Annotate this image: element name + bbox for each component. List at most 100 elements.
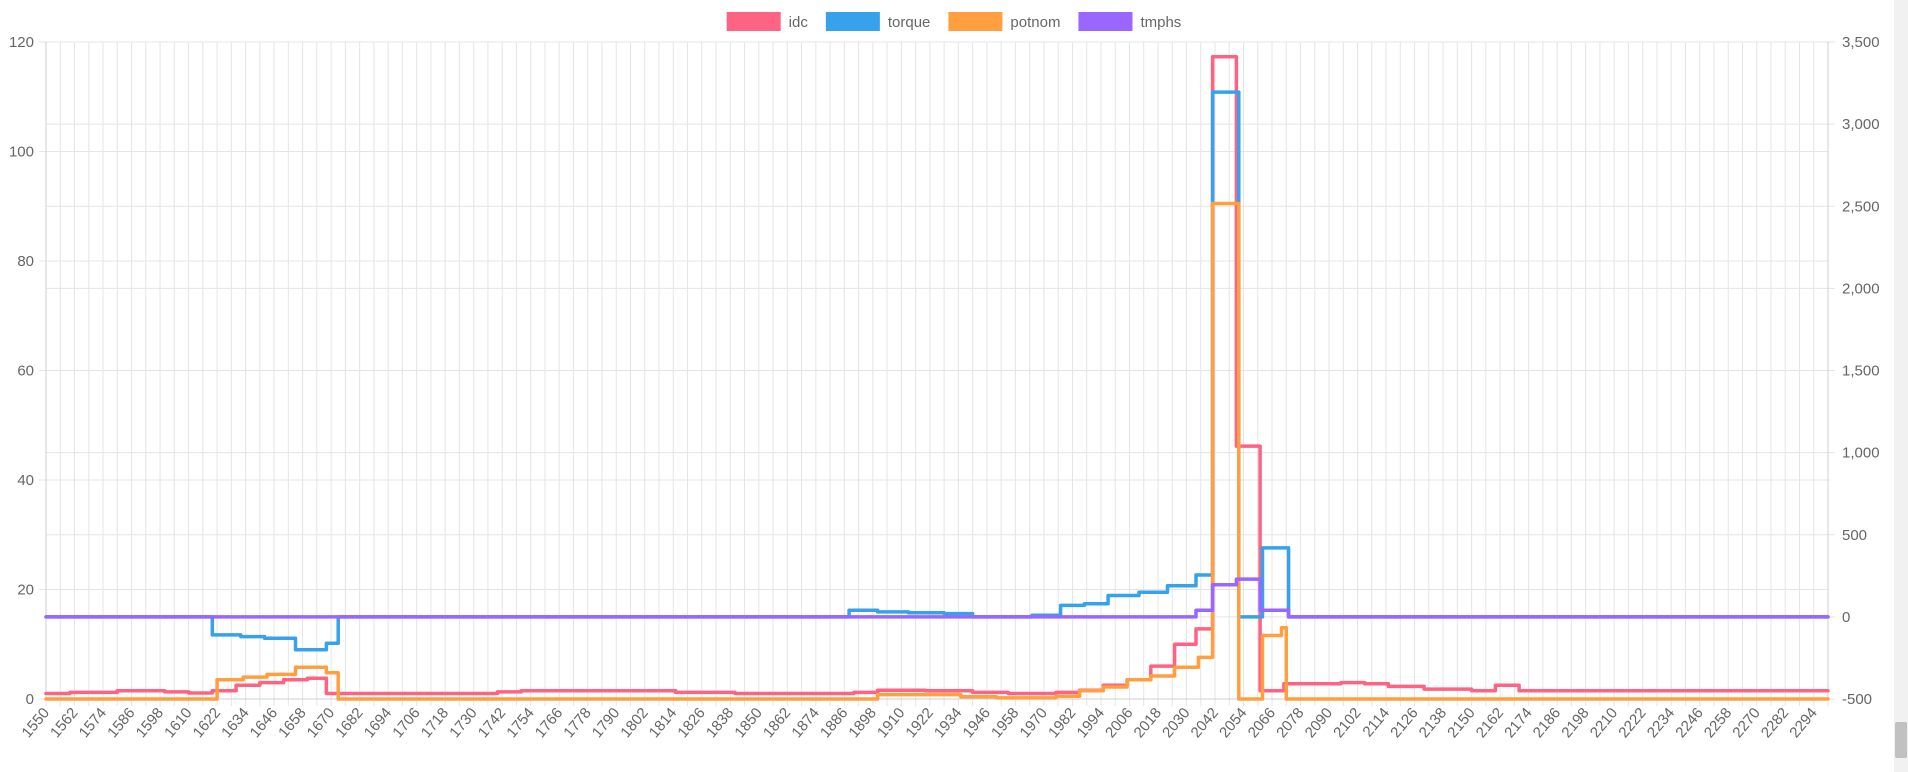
legend-swatch: [726, 12, 781, 31]
x-tick-label: 1898: [845, 705, 879, 741]
x-axis: 1550156215741586159816101622163416461658…: [19, 705, 1821, 741]
scrollbar-thumb[interactable]: [1895, 722, 1907, 758]
y-axis-left: 0 20 40 60 80 100 120: [9, 34, 34, 708]
x-tick-label: 1850: [731, 705, 765, 741]
x-tick-label: 1826: [674, 705, 708, 741]
x-tick-label: 2186: [1530, 705, 1564, 741]
y-left-tick-label: 60: [17, 363, 34, 380]
x-tick-label: 2018: [1131, 705, 1165, 741]
x-tick-label: 1682: [332, 705, 366, 741]
y-left-tick-label: 120: [9, 34, 34, 51]
legend-item-idc[interactable]: idc: [726, 12, 809, 31]
x-tick-label: 2174: [1501, 705, 1535, 741]
x-tick-label: 1646: [247, 705, 281, 741]
x-tick-label: 1766: [532, 705, 566, 741]
x-tick-label: 2078: [1273, 705, 1307, 741]
x-tick-label: 2294: [1786, 705, 1820, 741]
x-tick-label: 1550: [19, 705, 53, 741]
legend-label: idc: [789, 14, 809, 31]
x-tick-label: 1934: [931, 705, 965, 741]
x-tick-label: 1598: [133, 705, 167, 741]
legend-item-potnom[interactable]: potnom: [948, 12, 1060, 31]
x-tick-label: 2006: [1102, 705, 1136, 741]
y-right-tick-label: 3,000: [1842, 116, 1880, 133]
chart-grid: [39, 41, 1835, 706]
x-tick-label: 1586: [104, 705, 138, 741]
y-right-tick-label: 0: [1842, 609, 1850, 626]
x-tick-label: 2042: [1188, 705, 1222, 741]
series-line-idc: [44, 55, 1830, 696]
x-tick-label: 1814: [646, 705, 680, 741]
x-tick-label: 1838: [703, 705, 737, 741]
y-right-tick-label: 1,000: [1842, 445, 1880, 462]
x-tick-label: 1802: [617, 705, 651, 741]
x-tick-label: 2102: [1330, 705, 1364, 741]
x-tick-label: 2198: [1558, 705, 1592, 741]
x-tick-label: 1706: [389, 705, 423, 741]
x-tick-label: 1790: [589, 705, 623, 741]
legend-swatch: [1078, 12, 1133, 31]
legend-swatch: [948, 12, 1003, 31]
y-right-tick-label: -500: [1842, 691, 1872, 708]
y-left-tick-label: 40: [17, 472, 34, 489]
x-tick-label: 1874: [788, 705, 822, 741]
x-tick-label: 2126: [1387, 705, 1421, 741]
y-right-tick-label: 1,500: [1842, 363, 1880, 380]
x-tick-label: 1718: [418, 705, 452, 741]
x-tick-label: 1622: [190, 705, 224, 741]
y-left-tick-label: 80: [17, 253, 34, 270]
x-tick-label: 1970: [1017, 705, 1051, 741]
x-tick-label: 2138: [1416, 705, 1450, 741]
x-tick-label: 1742: [475, 705, 509, 741]
x-tick-label: 1994: [1074, 705, 1108, 741]
y-left-tick-label: 20: [17, 582, 34, 599]
x-tick-label: 2222: [1615, 705, 1649, 741]
chart-series: [44, 55, 1830, 701]
legend-item-tmphs[interactable]: tmphs: [1078, 12, 1181, 31]
x-tick-label: 1730: [446, 705, 480, 741]
x-tick-label: 2246: [1672, 705, 1706, 741]
chart-legend[interactable]: idc torque potnom tmphs: [726, 12, 1182, 31]
x-tick-label: 2066: [1245, 705, 1279, 741]
x-tick-label: 2090: [1302, 705, 1336, 741]
y-right-tick-label: 2,000: [1842, 280, 1880, 297]
x-tick-label: 1634: [218, 705, 252, 741]
series-line-tmphs: [44, 577, 1830, 619]
x-tick-label: 2054: [1216, 705, 1250, 741]
x-tick-label: 1922: [902, 705, 936, 741]
series-line-potnom: [44, 201, 1830, 701]
x-tick-label: 1886: [817, 705, 851, 741]
x-tick-label: 2030: [1159, 705, 1193, 741]
legend-label: potnom: [1010, 14, 1060, 31]
x-tick-label: 2162: [1473, 705, 1507, 741]
x-tick-label: 2210: [1587, 705, 1621, 741]
x-tick-label: 2282: [1758, 705, 1792, 741]
vertical-scrollbar[interactable]: [1894, 0, 1908, 772]
x-tick-label: 2270: [1729, 705, 1763, 741]
x-tick-label: 2258: [1701, 705, 1735, 741]
x-tick-label: 1862: [760, 705, 794, 741]
x-tick-label: 1694: [361, 705, 395, 741]
y-axis-right: -500 0 500 1,000 1,500 2,000 2,500 3,000 3,500: [1842, 34, 1880, 708]
x-tick-label: 2114: [1359, 705, 1393, 741]
x-tick-label: 1910: [874, 705, 908, 741]
x-tick-label: 1754: [503, 705, 537, 741]
y-left-tick-label: 0: [26, 691, 34, 708]
legend-swatch: [825, 12, 880, 31]
x-tick-label: 1574: [76, 705, 110, 741]
x-tick-label: 1670: [304, 705, 338, 741]
legend-item-torque[interactable]: torque: [825, 12, 931, 31]
y-right-tick-label: 500: [1842, 527, 1867, 544]
x-tick-label: 1946: [959, 705, 993, 741]
legend-label: torque: [888, 14, 931, 31]
x-tick-label: 1610: [161, 705, 195, 741]
x-tick-label: 1562: [47, 705, 81, 741]
y-left-tick-label: 100: [9, 144, 34, 161]
legend-label: tmphs: [1140, 14, 1181, 31]
x-tick-label: 1658: [275, 705, 309, 741]
x-tick-label: 1982: [1045, 705, 1079, 741]
x-tick-label: 1778: [560, 705, 594, 741]
y-right-tick-label: 2,500: [1842, 198, 1880, 215]
x-tick-label: 2150: [1444, 705, 1478, 741]
